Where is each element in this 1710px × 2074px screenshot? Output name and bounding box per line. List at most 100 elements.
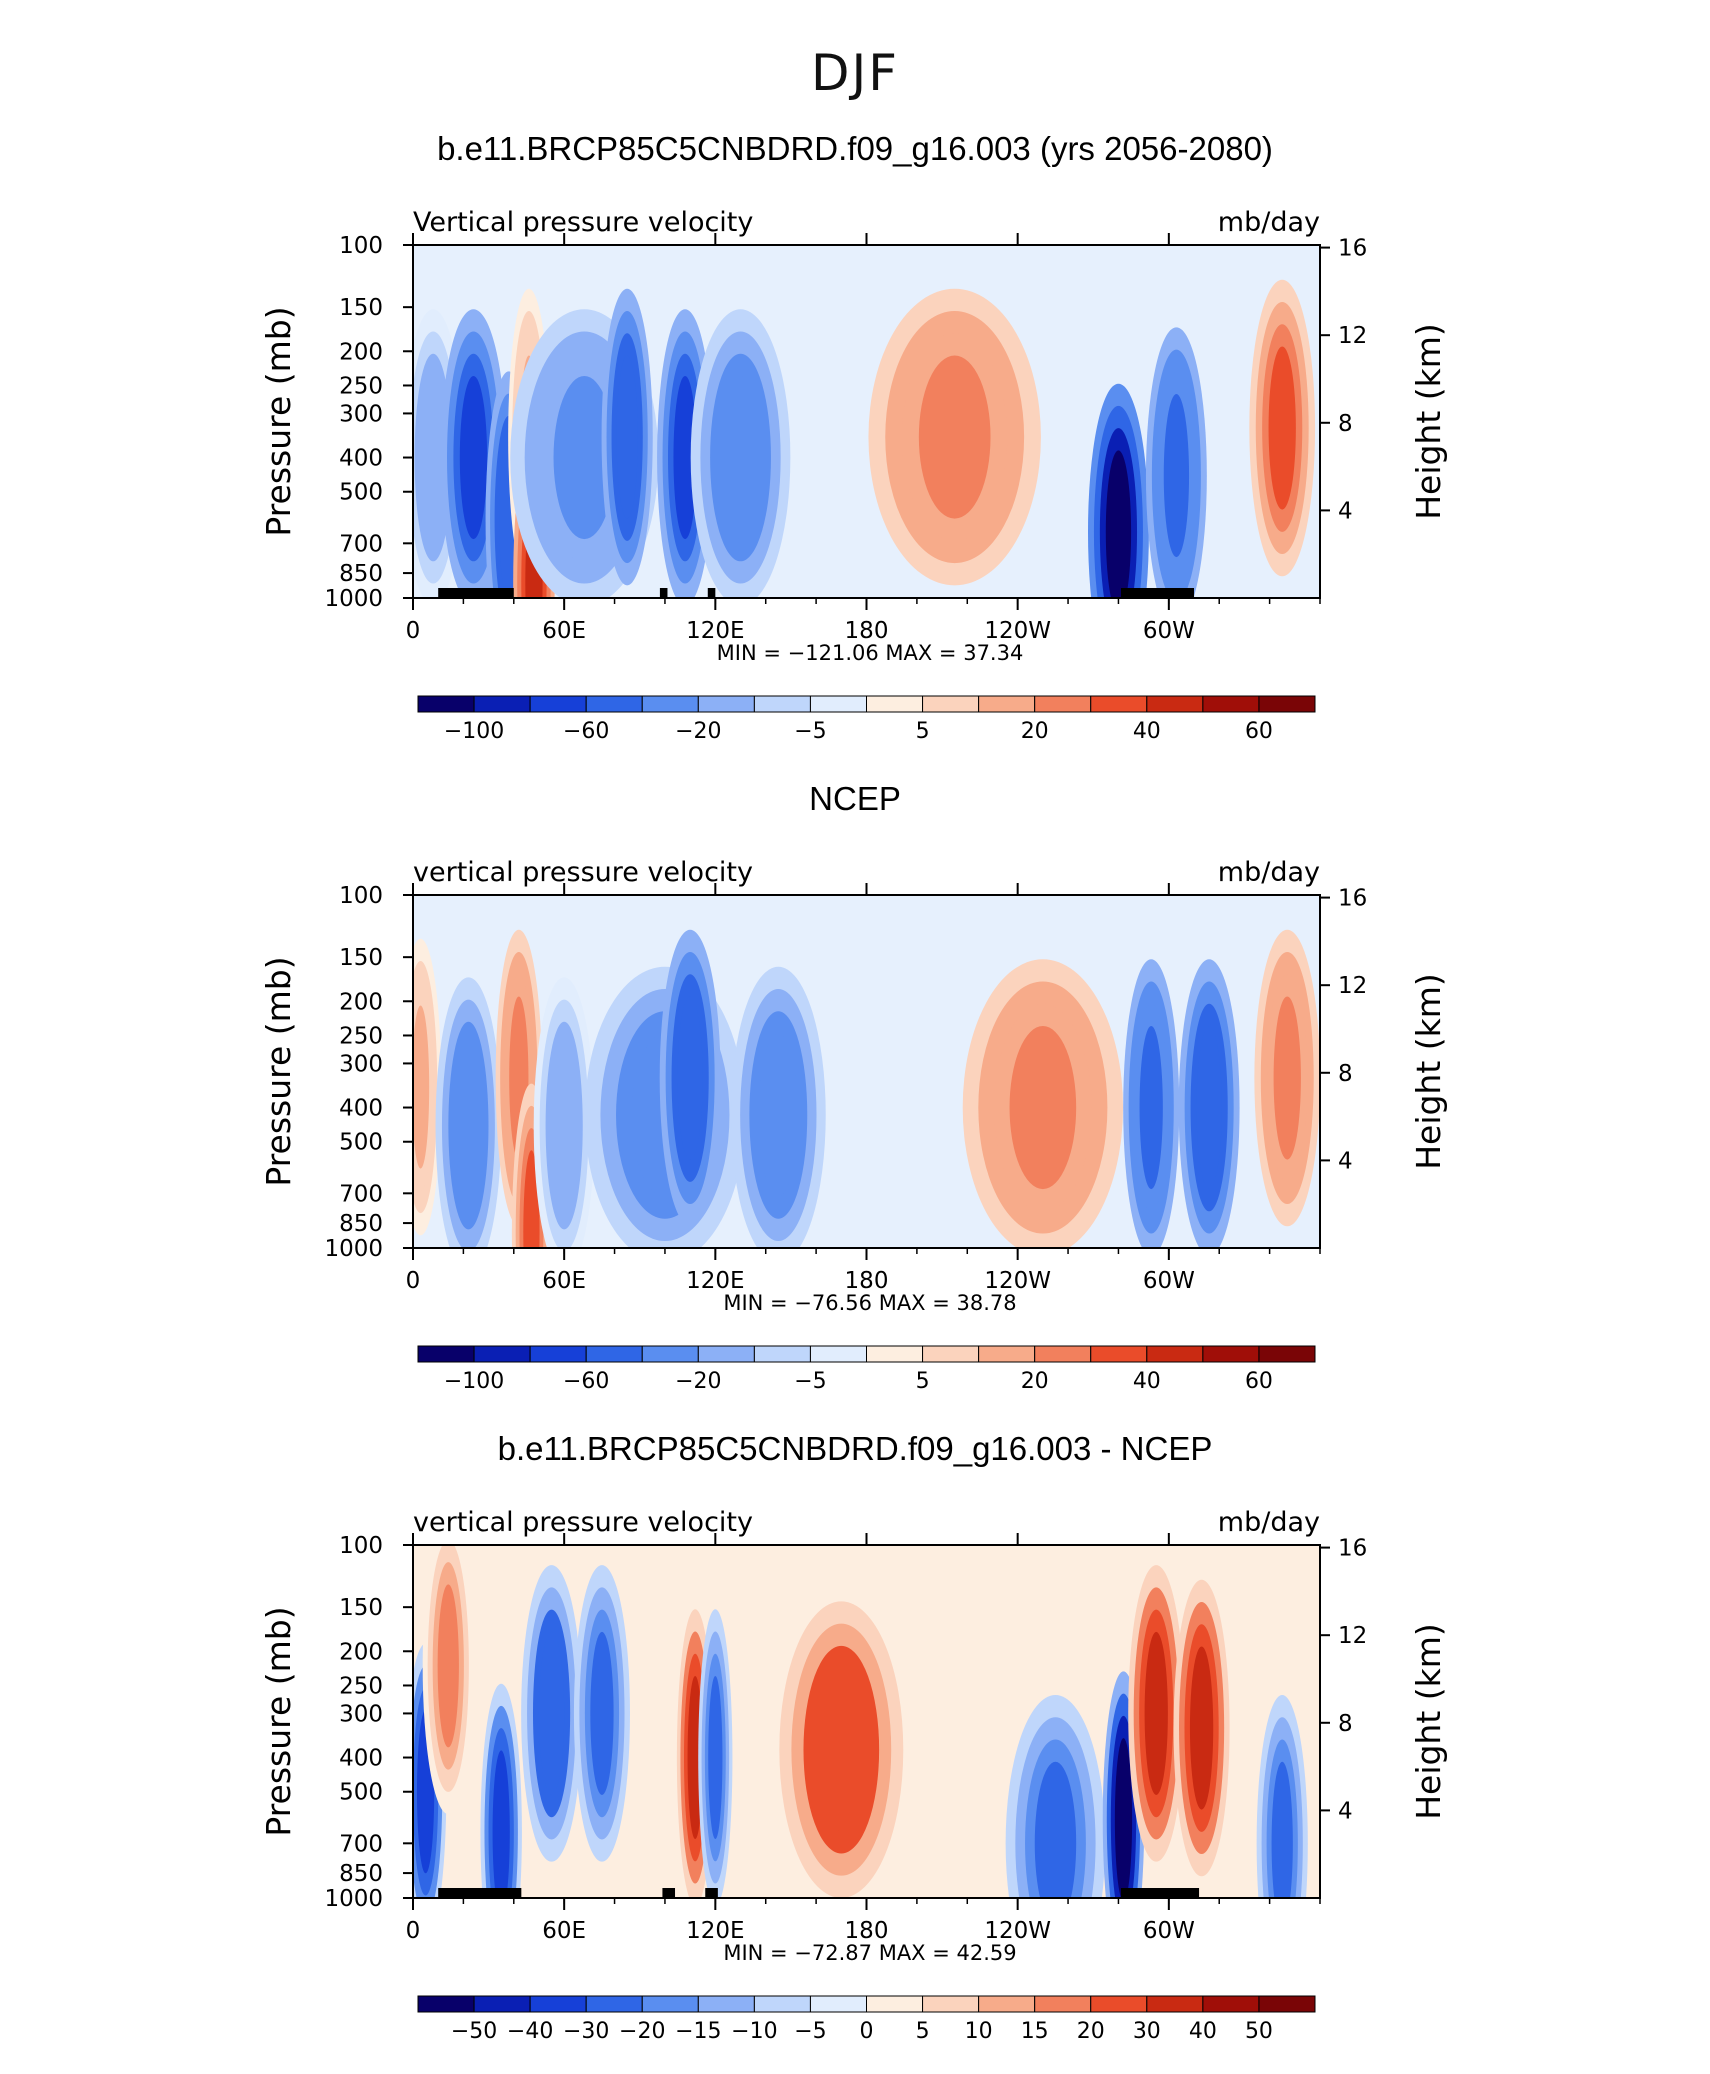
y-tick-label: 850 <box>339 561 383 587</box>
contour-feature <box>459 375 488 540</box>
y-tick-label: 150 <box>339 1595 383 1621</box>
y-tick-label: 100 <box>339 233 383 259</box>
x-tick-label: 180 <box>845 1268 889 1294</box>
colorbar-bin <box>753 1995 811 2013</box>
colorbar-bin <box>809 1345 867 1363</box>
min-max-label: MIN = −72.87 MAX = 42.59 <box>723 1941 1016 1965</box>
x-tick-label: 120E <box>686 1268 744 1294</box>
main-title: DJF <box>810 44 899 102</box>
y-tick-label: 100 <box>339 883 383 909</box>
colorbar-bin <box>1258 1995 1316 2013</box>
colorbar-bin <box>585 1995 643 2013</box>
colorbar-bin <box>866 1345 924 1363</box>
colorbar-label: 30 <box>1133 2019 1161 2044</box>
y-right-tick-label: 8 <box>1338 1711 1353 1737</box>
y-tick-label: 850 <box>339 1861 383 1887</box>
x-tick-label: 60E <box>542 618 586 644</box>
x-tick-label: 180 <box>845 1918 889 1944</box>
colorbar-label: −20 <box>675 719 721 744</box>
y-tick-label: 400 <box>339 1746 383 1772</box>
colorbar-bin <box>1258 1345 1316 1363</box>
colorbar-bin <box>641 695 699 713</box>
colorbar-bin <box>1090 1995 1148 2013</box>
y-right-tick-label: 4 <box>1338 498 1353 524</box>
colorbar-bin <box>697 695 755 713</box>
colorbar-label: 40 <box>1133 719 1161 744</box>
colorbar-label: −40 <box>507 2019 553 2044</box>
x-tick-label: 180 <box>845 618 889 644</box>
colorbar-bin <box>1034 1345 1092 1363</box>
colorbar-label: 0 <box>860 2019 874 2044</box>
colorbar-bin <box>529 1995 587 2013</box>
y-tick-label: 300 <box>339 1701 383 1727</box>
colorbar-label: −5 <box>794 719 826 744</box>
panel-ncep: NCEP vertical pressure velocity mb/day 100… <box>0 770 1710 1420</box>
colorbar-bin <box>1146 695 1204 713</box>
land-mask <box>438 588 514 598</box>
colorbar-bin <box>529 1345 587 1363</box>
contour-feature <box>1034 1761 1077 1898</box>
contour-feature <box>1196 1025 1222 1190</box>
contour-feature <box>1273 996 1301 1160</box>
land-mask <box>438 1888 522 1898</box>
panel-difference: b.e11.BRCP85C5CNBDRD.f09_g16.003 - NCEP … <box>0 1420 1710 2070</box>
colorbar-bin <box>1034 695 1092 713</box>
colorbar-label: −50 <box>451 2019 497 2044</box>
x-tick-label: 60W <box>1143 1918 1195 1944</box>
colorbar-bin <box>978 1345 1036 1363</box>
units-label: mb/day <box>1218 1507 1320 1538</box>
colorbar-label: 5 <box>916 719 930 744</box>
colorbar-bin <box>529 695 587 713</box>
x-tick-label: 0 <box>406 1918 421 1944</box>
contour-feature <box>420 375 446 540</box>
y-axis-label: Pressure (mb) <box>259 956 298 1186</box>
colorbar-label: 20 <box>1021 719 1049 744</box>
y-right-tick-label: 4 <box>1338 1798 1353 1824</box>
colorbar-label: −20 <box>675 1369 721 1394</box>
y-tick-label: 150 <box>339 945 383 971</box>
contour-feature <box>492 1750 510 1898</box>
panel-title: b.e11.BRCP85C5CNBDRD.f09_g16.003 (yrs 20… <box>437 130 1273 167</box>
colorbar-bin <box>809 695 867 713</box>
chart-difference: vertical pressure velocity mb/day10008507… <box>259 1507 1448 2044</box>
colorbar-label: 50 <box>1245 2019 1273 2044</box>
contour-feature <box>918 355 991 519</box>
min-max-label: MIN = −121.06 MAX = 37.34 <box>717 641 1024 665</box>
y-tick-label: 150 <box>339 295 383 321</box>
contour-feature <box>1009 1025 1077 1190</box>
land-mask <box>662 1888 676 1898</box>
colorbar-bin <box>978 695 1036 713</box>
colorbar-bin <box>697 1995 755 2013</box>
y-tick-label: 850 <box>339 1211 383 1237</box>
contour-feature <box>616 355 638 519</box>
colorbar-label: −15 <box>675 2019 721 2044</box>
contour-feature <box>815 1668 868 1832</box>
panel-model: b.e11.BRCP85C5CNBDRD.f09_g16.003 (yrs 20… <box>0 120 1710 770</box>
contour-feature <box>673 375 697 540</box>
contour-field <box>413 279 1316 598</box>
colorbar-bin <box>809 1995 867 2013</box>
colorbar-label: −60 <box>563 1369 609 1394</box>
variable-label: vertical pressure velocity <box>413 857 753 888</box>
contour-feature <box>719 375 762 540</box>
colorbar-bin <box>866 695 924 713</box>
colorbar-label: 20 <box>1021 1369 1049 1394</box>
y-tick-label: 400 <box>339 1096 383 1122</box>
colorbar-label: 40 <box>1133 1369 1161 1394</box>
colorbar-bin <box>585 1345 643 1363</box>
colorbar-bin <box>866 1995 924 2013</box>
y-axis-label: Pressure (mb) <box>259 306 298 536</box>
y-tick-label: 500 <box>339 1130 383 1156</box>
x-tick-label: 60W <box>1143 1268 1195 1294</box>
colorbar-label: 20 <box>1077 2019 1105 2044</box>
x-tick-label: 120W <box>984 618 1051 644</box>
x-tick-label: 60E <box>542 1918 586 1944</box>
colorbar-bin <box>417 1345 475 1363</box>
colorbar-bin <box>417 1995 475 2013</box>
colorbar-bin <box>1090 695 1148 713</box>
contour-field <box>413 1545 1308 1898</box>
colorbar-bin <box>1146 1345 1204 1363</box>
colorbar-bin <box>697 1345 755 1363</box>
y-right-tick-label: 12 <box>1338 973 1367 999</box>
y-tick-label: 500 <box>339 1780 383 1806</box>
